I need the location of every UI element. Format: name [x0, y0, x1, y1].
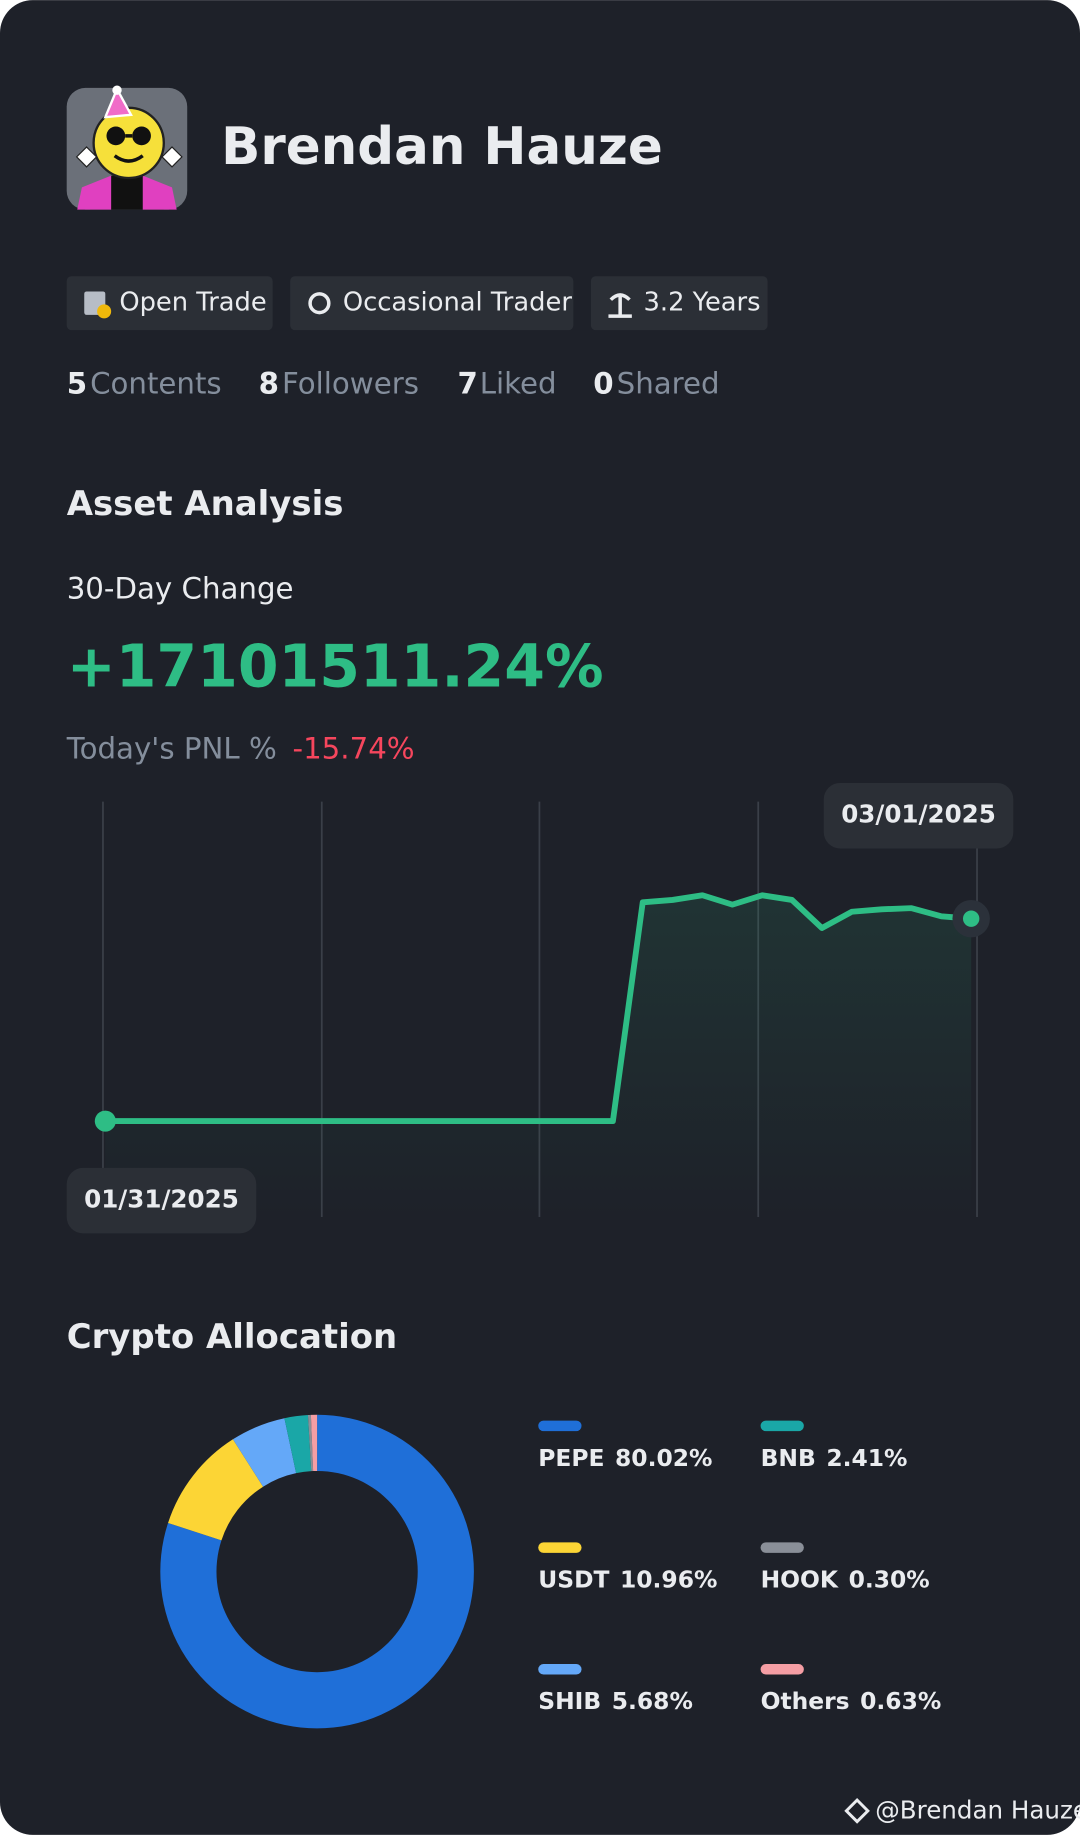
stat-label: Shared: [617, 367, 720, 401]
line-area: [105, 895, 972, 1218]
stat-value: 8: [259, 367, 279, 401]
legend-name: BNB: [761, 1444, 816, 1472]
stat-value: 0: [593, 367, 613, 401]
tag-icon: [608, 293, 632, 318]
legend-name: PEPE: [538, 1444, 604, 1472]
legend-value: 5.68%: [612, 1687, 693, 1715]
avatar: [66, 85, 188, 210]
donut-slice: [310, 1414, 318, 1472]
donut-slice: [160, 1414, 474, 1729]
legend-swatch: [760, 1664, 804, 1675]
legend-swatch: [760, 1542, 804, 1553]
stat-label: Followers: [282, 367, 419, 401]
legend-name: USDT: [538, 1565, 609, 1593]
tag-chip: [66, 276, 273, 331]
legend-value: 80.02%: [615, 1444, 712, 1472]
tag-icon: [308, 292, 331, 315]
stat-label: Contents: [90, 367, 222, 401]
stat-label: Liked: [480, 367, 557, 401]
legend-value: 0.30%: [849, 1565, 930, 1593]
legend-name: SHIB: [538, 1687, 601, 1715]
donut-chart: PEPE 80.02% USDT 10.96% SHIB 5.68% BNB 2.41% HOO…: [160, 1414, 941, 1729]
pnl-label: Today's PNL %: [66, 732, 277, 766]
tag-label: Occasional Trader: [343, 288, 572, 318]
pnl-value: -15.74%: [293, 732, 415, 766]
tag-label: 3.2 Years: [644, 288, 761, 318]
donut-slice: [232, 1418, 297, 1487]
legend-swatch: [538, 1664, 582, 1675]
start-point: [94, 1110, 116, 1132]
donut-slice: [307, 1414, 314, 1472]
legend-value: 2.41%: [826, 1444, 907, 1472]
end-date: 03/01/2025: [841, 800, 996, 829]
section-title: Crypto Allocation: [67, 1318, 397, 1357]
change-value: +17101511.24%: [67, 633, 604, 701]
legend-value: 10.96%: [620, 1565, 717, 1593]
line-chart: 01/31/2025 03/01/2025: [66, 782, 1014, 1234]
date-bubble: [823, 782, 1014, 849]
section-title: Asset Analysis: [67, 485, 344, 524]
legend-name: Others: [761, 1687, 850, 1715]
legend-swatch: [760, 1420, 804, 1432]
donut-slice: [284, 1415, 312, 1474]
change-label: 30-Day Change: [67, 571, 294, 605]
legend-name: HOOK: [761, 1565, 839, 1593]
tag-label: Open Trade: [119, 288, 266, 318]
watermark-logo: [844, 1798, 870, 1824]
stat-value: 5: [67, 367, 87, 401]
tag-chip: [590, 276, 768, 331]
end-point: [962, 910, 980, 927]
tag-icon: [84, 291, 112, 319]
date-bubble: [66, 1167, 257, 1234]
start-date: 01/31/2025: [84, 1185, 239, 1214]
watermark: @Brendan Hauze: [875, 1795, 1080, 1824]
stat-value: 7: [458, 367, 478, 401]
tag-chip: [290, 276, 574, 331]
legend-value: 0.63%: [860, 1687, 941, 1715]
user-name: Brendan Hauze: [221, 117, 663, 177]
legend-swatch: [538, 1420, 582, 1432]
legend-swatch: [538, 1542, 582, 1553]
donut-slice: [168, 1439, 264, 1541]
line: [102, 892, 975, 1125]
